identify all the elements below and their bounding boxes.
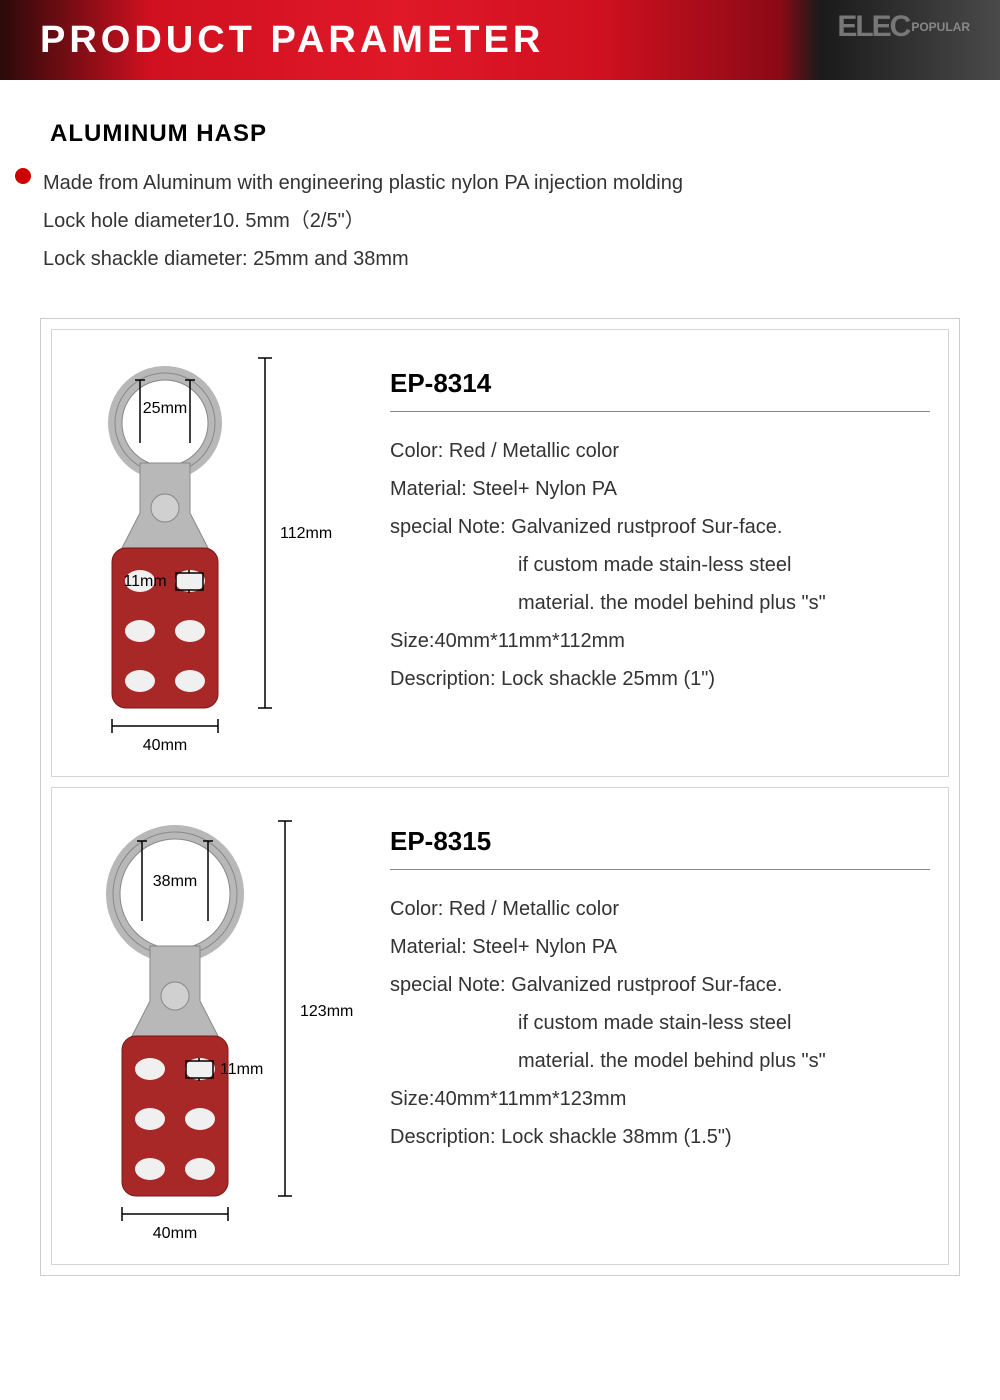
spec-description: Description: Lock shackle 25mm (1") (390, 660, 930, 698)
spec-note: special Note: Galvanized rustproof Sur-f… (390, 966, 930, 1004)
model-divider (390, 411, 930, 412)
bullet-icon (15, 168, 31, 184)
spec-material: Material: Steel+ Nylon PA (390, 470, 930, 508)
products-container: 25mm 11mm 112mm 40mm EP-8314 Col (40, 318, 960, 1276)
intro-text-block: Made from Aluminum with engineering plas… (43, 164, 683, 278)
intro-line-3: Lock shackle diameter: 25mm and 38mm (43, 240, 683, 278)
spec-color: Color: Red / Metallic color (390, 890, 930, 928)
dim-thickness-label: 11mm (123, 573, 166, 590)
dim-thickness-label: 11mm (220, 1061, 263, 1078)
model-name: EP-8314 (390, 368, 930, 399)
product-details: EP-8315 Color: Red / Metallic color Mate… (390, 806, 930, 1246)
intro-bullet-row: Made from Aluminum with engineering plas… (50, 164, 950, 278)
product-category-title: ALUMINUM HASP (50, 120, 950, 148)
product-diagram: 38mm 11mm 123mm 40mm (70, 806, 360, 1246)
spec-note-2: if custom made stain-less steel (390, 546, 930, 584)
intro-section: ALUMINUM HASP Made from Aluminum with en… (0, 80, 1000, 318)
brand-logo: ELEC POPULAR (837, 10, 970, 44)
spec-note-3: material. the model behind plus "s" (390, 584, 930, 622)
dim-shackle-label: 25mm (143, 400, 187, 417)
spec-description: Description: Lock shackle 38mm (1.5") (390, 1118, 930, 1156)
spec-material: Material: Steel+ Nylon PA (390, 928, 930, 966)
dim-height-label: 123mm (300, 1003, 353, 1020)
spec-size: Size:40mm*11mm*123mm (390, 1080, 930, 1118)
spec-note-3: material. the model behind plus "s" (390, 1042, 930, 1080)
model-name: EP-8315 (390, 826, 930, 857)
header-title: PRODUCT PARAMETER (40, 19, 544, 62)
header-banner: PRODUCT PARAMETER ELEC POPULAR (0, 0, 1000, 80)
dim-width-label: 40mm (153, 1225, 197, 1242)
model-divider (390, 869, 930, 870)
product-diagram: 25mm 11mm 112mm 40mm (70, 348, 360, 758)
spec-color: Color: Red / Metallic color (390, 432, 930, 470)
dim-shackle-label: 38mm (153, 873, 197, 890)
logo-right: POPULAR (911, 20, 970, 34)
logo-left: ELEC (837, 10, 909, 44)
dim-width-label: 40mm (143, 737, 187, 754)
dim-height-label: 112mm (280, 525, 332, 542)
spec-note-2: if custom made stain-less steel (390, 1004, 930, 1042)
intro-line-1: Made from Aluminum with engineering plas… (43, 164, 683, 202)
product-card: 38mm 11mm 123mm 40mm EP-8315 Col (51, 787, 949, 1265)
spec-size: Size:40mm*11mm*112mm (390, 622, 930, 660)
intro-line-2: Lock hole diameter10. 5mm（2/5"） (43, 202, 683, 240)
hasp-diagram-svg: 25mm 11mm 112mm 40mm (70, 348, 360, 758)
product-card: 25mm 11mm 112mm 40mm EP-8314 Col (51, 329, 949, 777)
spec-note: special Note: Galvanized rustproof Sur-f… (390, 508, 930, 546)
hasp-diagram-svg: 38mm 11mm 123mm 40mm (70, 806, 360, 1246)
product-details: EP-8314 Color: Red / Metallic color Mate… (390, 348, 930, 758)
